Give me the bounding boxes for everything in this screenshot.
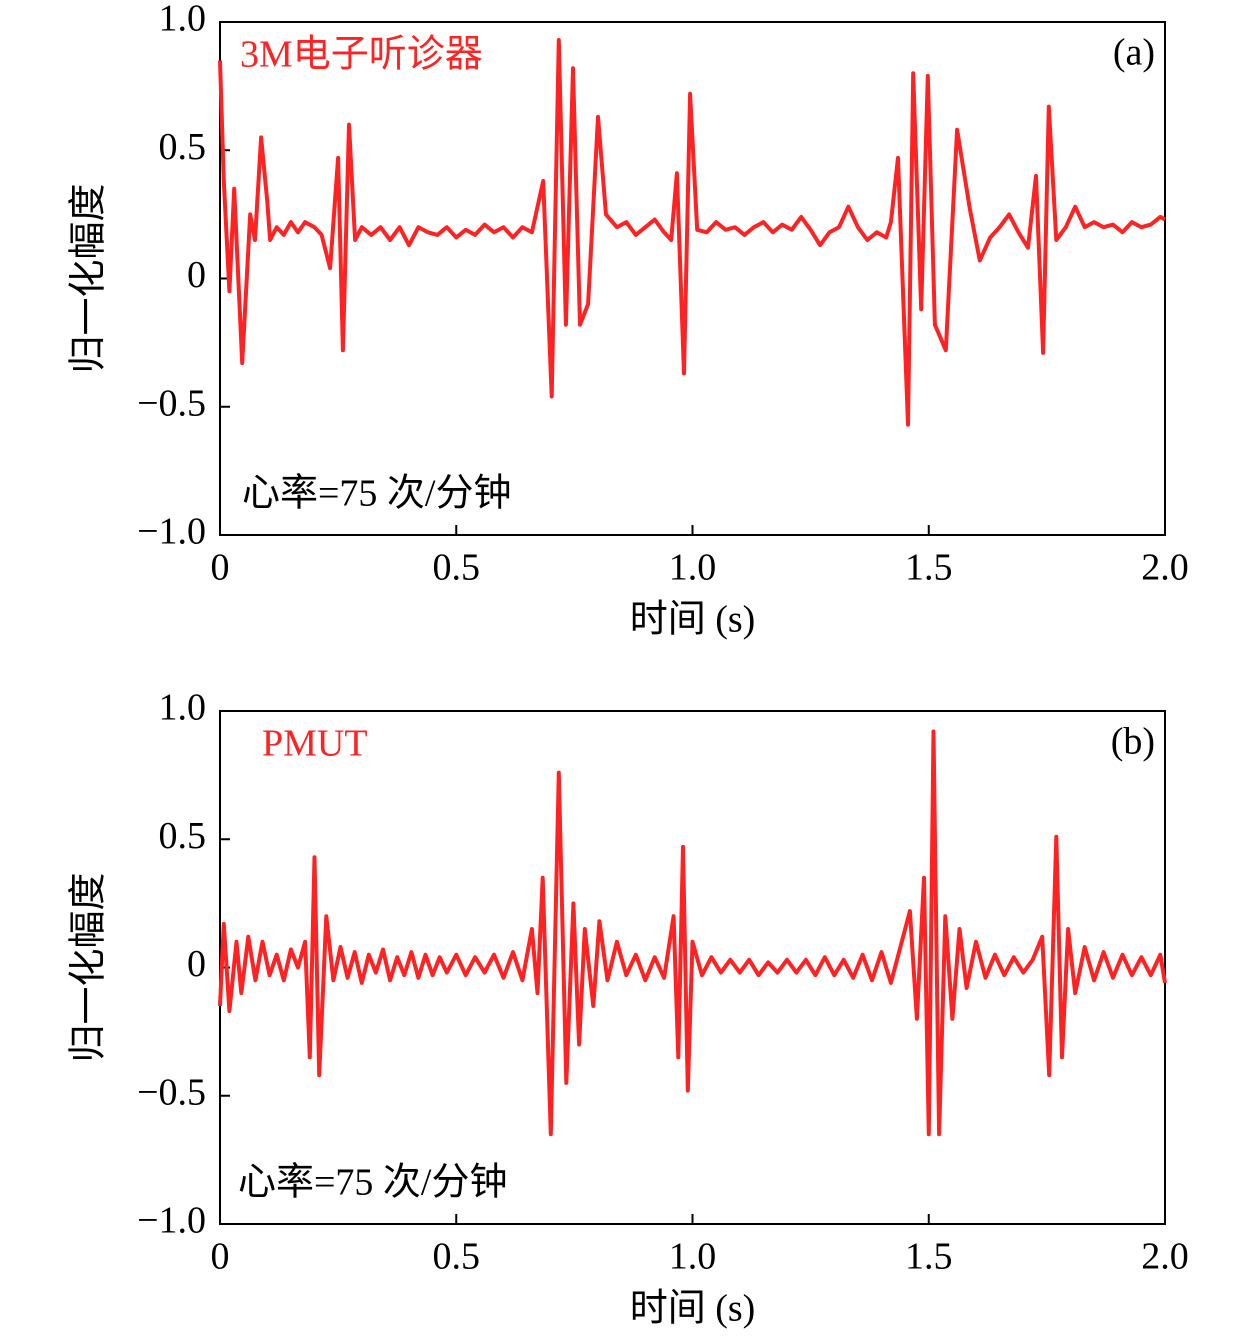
x-tick-label: 1.5 xyxy=(905,1236,953,1278)
plot-frame xyxy=(219,21,1166,536)
y-axis-label: 归一化幅度 xyxy=(68,183,110,373)
y-tick-label: 0.5 xyxy=(159,815,207,857)
panel-label: (b) xyxy=(1111,721,1155,763)
signal-line xyxy=(218,729,1167,1137)
annotation: 心率=75 次/分钟 xyxy=(238,1162,508,1204)
y-tick-label: −1.0 xyxy=(137,511,206,553)
x-tick-label: 0.5 xyxy=(433,1236,481,1278)
y-tick-label: −1.0 xyxy=(137,1200,206,1242)
x-tick-label: 0.5 xyxy=(433,547,481,589)
y-tick-label: 1.0 xyxy=(159,0,207,40)
y-tick-label: 0 xyxy=(187,943,206,985)
y-tick-label: 1.0 xyxy=(159,687,207,729)
x-tick-label: 1.0 xyxy=(669,547,717,589)
y-tick-label: −0.5 xyxy=(137,382,206,424)
series-label: PMUT xyxy=(262,723,368,765)
y-tick-label: 0.5 xyxy=(159,126,207,168)
y-tick-label: 0 xyxy=(187,254,206,296)
annotation: 心率=75 次/分钟 xyxy=(242,473,512,515)
y-axis-label: 归一化幅度 xyxy=(68,872,110,1062)
x-tick-label: 1.5 xyxy=(905,547,953,589)
x-tick-label: 2.0 xyxy=(1141,1236,1189,1278)
x-axis-label: 时间 (s) xyxy=(630,1288,756,1330)
x-tick-label: 2.0 xyxy=(1141,547,1189,589)
x-axis-label: 时间 (s) xyxy=(630,599,756,641)
panel-label: (a) xyxy=(1113,32,1155,74)
y-tick-label: −0.5 xyxy=(137,1071,206,1113)
x-tick-label: 0 xyxy=(211,1236,230,1278)
signal-line xyxy=(218,38,1166,427)
x-tick-label: 0 xyxy=(211,547,230,589)
series-label: 3M电子听诊器 xyxy=(240,34,483,76)
x-tick-label: 1.0 xyxy=(669,1236,717,1278)
